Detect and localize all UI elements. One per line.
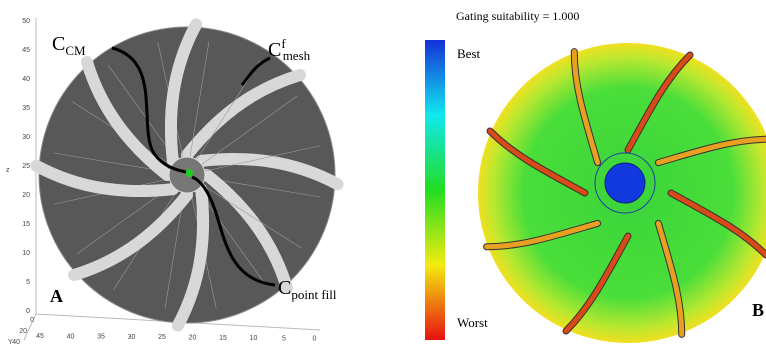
x-tick-label: 35 xyxy=(97,334,105,341)
colorbar xyxy=(425,40,445,340)
z-tick-label: 35 xyxy=(22,105,30,112)
base: C xyxy=(278,277,291,299)
subscript: point fill xyxy=(291,287,337,302)
label-c-point-fill: Cpoint fill xyxy=(278,277,337,302)
x-tick-label: 40 xyxy=(67,333,75,340)
axis-label: z xyxy=(6,167,10,174)
figure: CCM Cfmesh Cpoint fill A z Y 50454035302… xyxy=(0,0,766,349)
x-tick-label: 45 xyxy=(36,333,44,340)
subscript: mesh xyxy=(283,48,311,63)
z-tick-label: 10 xyxy=(22,250,30,257)
z-tick-label: 45 xyxy=(22,47,30,54)
base: C xyxy=(268,39,281,61)
y-tick-label: 0 xyxy=(30,317,34,324)
panel-label: B xyxy=(752,300,764,320)
z-tick-label: 15 xyxy=(22,221,30,228)
z-tick-label: 40 xyxy=(22,76,30,83)
z-tick-label: 50 xyxy=(22,18,30,25)
base: C xyxy=(52,33,65,55)
y-tick-label: 20 xyxy=(19,328,27,335)
panel-label: A xyxy=(50,286,63,306)
y-tick-label: 40 xyxy=(12,339,20,346)
z-tick-label: 25 xyxy=(22,163,30,170)
x-tick-label: 0 xyxy=(313,336,317,343)
panel-title: Gating suitability = 1.000 xyxy=(456,9,579,23)
z-tick-label: 0 xyxy=(26,308,30,315)
x-tick-label: 15 xyxy=(219,335,227,342)
z-tick-label: 30 xyxy=(22,134,30,141)
colorbar-top: Best xyxy=(457,46,481,61)
x-tick-label: 30 xyxy=(128,334,136,341)
subscript: CM xyxy=(65,43,86,58)
z-tick-label: 20 xyxy=(22,192,30,199)
x-tick-label: 25 xyxy=(158,334,166,341)
x-tick-label: 20 xyxy=(189,335,197,342)
z-tick-label: 5 xyxy=(26,279,30,286)
hub-best xyxy=(605,163,645,203)
colorbar-bottom: Worst xyxy=(457,315,488,330)
x-tick-label: 10 xyxy=(250,335,258,342)
center-of-mass xyxy=(185,169,193,177)
label-c-cm: CCM xyxy=(52,33,86,58)
x-tick-label: 5 xyxy=(282,335,286,342)
